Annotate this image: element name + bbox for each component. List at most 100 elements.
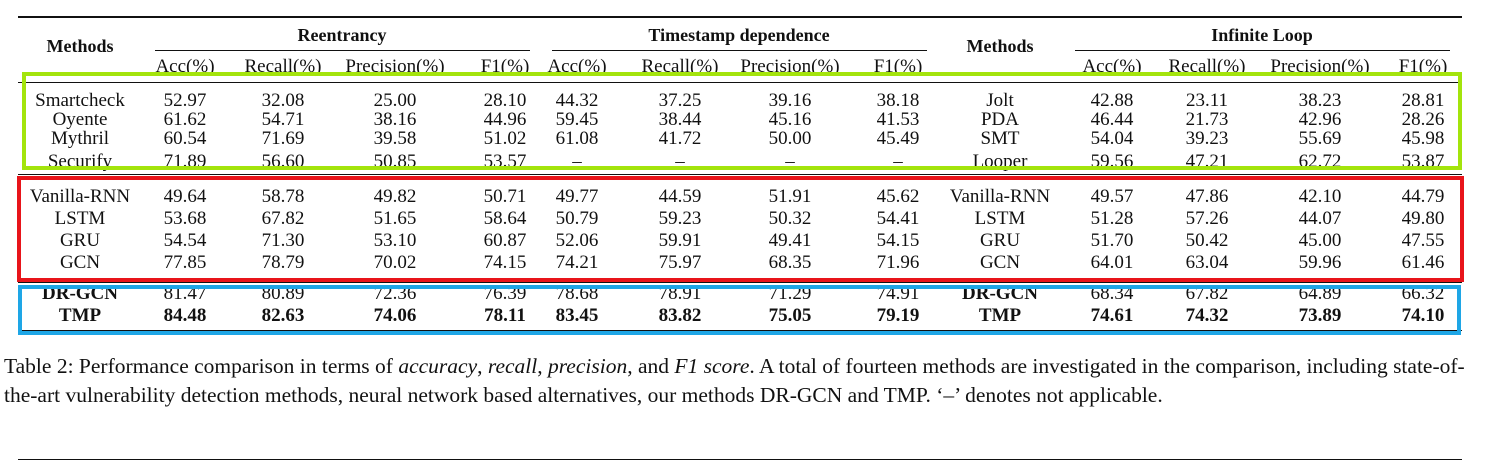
value-cell: 38.16: [373, 109, 417, 130]
caption-text: . A total of fourteen methods are invest…: [4, 354, 1465, 407]
subheader-f1: F1(%): [1398, 56, 1448, 77]
value-cell: 51.28: [1090, 208, 1134, 229]
method-name: Oyente: [52, 109, 108, 130]
value-cell: 47.55: [1401, 230, 1445, 251]
subheader-precision: Precision(%): [740, 56, 840, 77]
value-cell: 61.62: [163, 109, 207, 130]
subheader-precision: Precision(%): [345, 56, 445, 77]
value-cell: 82.63: [261, 305, 305, 326]
value-cell: 50.00: [768, 128, 812, 149]
group-header: Infinite Loop: [1211, 25, 1313, 45]
value-cell: –: [572, 151, 582, 172]
method-name: GCN: [59, 252, 101, 273]
subheader-precision: Precision(%): [1270, 56, 1370, 77]
group-header: Timestamp dependence: [648, 25, 830, 45]
value-cell: 71.30: [261, 230, 305, 251]
value-cell: 51.02: [483, 128, 527, 149]
subheader-acc: Acc(%): [1082, 56, 1142, 77]
subheader-f1: F1(%): [873, 56, 923, 77]
value-cell: 50.71: [483, 186, 527, 207]
value-cell: 77.85: [163, 252, 207, 273]
value-cell: 61.46: [1401, 252, 1445, 273]
value-cell: 59.96: [1298, 252, 1342, 273]
value-cell: 71.96: [876, 252, 920, 273]
subheader-recall: Recall(%): [1168, 56, 1246, 77]
value-cell: 52.06: [555, 230, 599, 251]
value-cell: 68.35: [768, 252, 812, 273]
value-cell: 74.10: [1401, 305, 1445, 326]
value-cell: 51.91: [768, 186, 812, 207]
caption-metric: precision: [547, 354, 628, 378]
value-cell: 79.19: [876, 305, 920, 326]
value-cell: 49.77: [555, 186, 599, 207]
value-cell: 49.80: [1401, 208, 1445, 229]
top-rule: [18, 16, 1462, 18]
value-cell: 83.45: [555, 305, 599, 326]
value-cell: 45.62: [876, 186, 920, 207]
value-cell: 75.05: [768, 305, 812, 326]
value-cell: 39.23: [1185, 128, 1229, 149]
value-cell: 63.04: [1185, 252, 1229, 273]
value-cell: 25.00: [373, 90, 417, 111]
value-cell: 59.23: [658, 208, 702, 229]
value-cell: 60.87: [483, 230, 527, 251]
method-name: Smartcheck: [35, 90, 125, 111]
method-name: Vanilla-RNN: [949, 186, 1051, 207]
value-cell: 44.59: [658, 186, 702, 207]
value-cell: 57.26: [1185, 208, 1229, 229]
method-name: PDA: [980, 109, 1020, 130]
value-cell: 78.11: [484, 305, 526, 326]
value-cell: 46.44: [1090, 109, 1134, 130]
value-cell: 45.98: [1401, 128, 1445, 149]
method-name: TMP: [58, 305, 102, 326]
caption-metric: F1 score: [674, 354, 750, 378]
value-cell: 42.96: [1298, 109, 1342, 130]
value-cell: 74.06: [373, 305, 417, 326]
method-name: GRU: [979, 230, 1021, 251]
value-cell: 54.41: [876, 208, 920, 229]
value-cell: 44.07: [1298, 208, 1342, 229]
value-cell: 50.42: [1185, 230, 1229, 251]
methods-header: Methods: [966, 36, 1034, 56]
table-bottom-rule: [18, 330, 1462, 331]
value-cell: 37.25: [658, 90, 702, 111]
bottom-rule: [18, 459, 1462, 460]
value-cell: 54.04: [1090, 128, 1134, 149]
value-cell: 28.81: [1401, 90, 1445, 111]
value-cell: 58.78: [261, 186, 305, 207]
caption-metric: recall: [487, 354, 538, 378]
value-cell: 51.65: [373, 208, 417, 229]
value-cell: 54.54: [163, 230, 207, 251]
table-caption: Table 2: Performance comparison in terms…: [4, 352, 1484, 410]
value-cell: 38.18: [876, 90, 920, 111]
group-underline: [552, 50, 927, 51]
value-cell: 45.16: [768, 109, 812, 130]
value-cell: 61.08: [555, 128, 599, 149]
value-cell: 28.26: [1401, 109, 1445, 130]
method-name: Jolt: [986, 90, 1014, 111]
value-cell: 55.69: [1298, 128, 1342, 149]
value-cell: 78.79: [261, 252, 305, 273]
method-name: TMP: [978, 305, 1022, 326]
value-cell: 74.21: [555, 252, 599, 273]
value-cell: 53.10: [373, 230, 417, 251]
value-cell: 21.73: [1185, 109, 1229, 130]
caption-label: Table 2: Performance comparison in terms…: [4, 354, 399, 378]
value-cell: 42.10: [1298, 186, 1342, 207]
value-cell: 74.15: [483, 252, 527, 273]
value-cell: 51.70: [1090, 230, 1134, 251]
value-cell: 83.82: [658, 305, 702, 326]
value-cell: 74.32: [1185, 305, 1229, 326]
value-cell: 41.53: [876, 109, 920, 130]
value-cell: 32.08: [261, 90, 305, 111]
value-cell: 42.88: [1090, 90, 1134, 111]
value-cell: 54.15: [876, 230, 920, 251]
value-cell: –: [785, 151, 795, 172]
value-cell: 50.32: [768, 208, 812, 229]
method-name: Vanilla-RNN: [29, 186, 131, 207]
value-cell: 38.44: [658, 109, 702, 130]
value-cell: 59.45: [555, 109, 599, 130]
value-cell: 73.89: [1298, 305, 1342, 326]
value-cell: 49.64: [163, 186, 207, 207]
value-cell: 64.01: [1090, 252, 1134, 273]
